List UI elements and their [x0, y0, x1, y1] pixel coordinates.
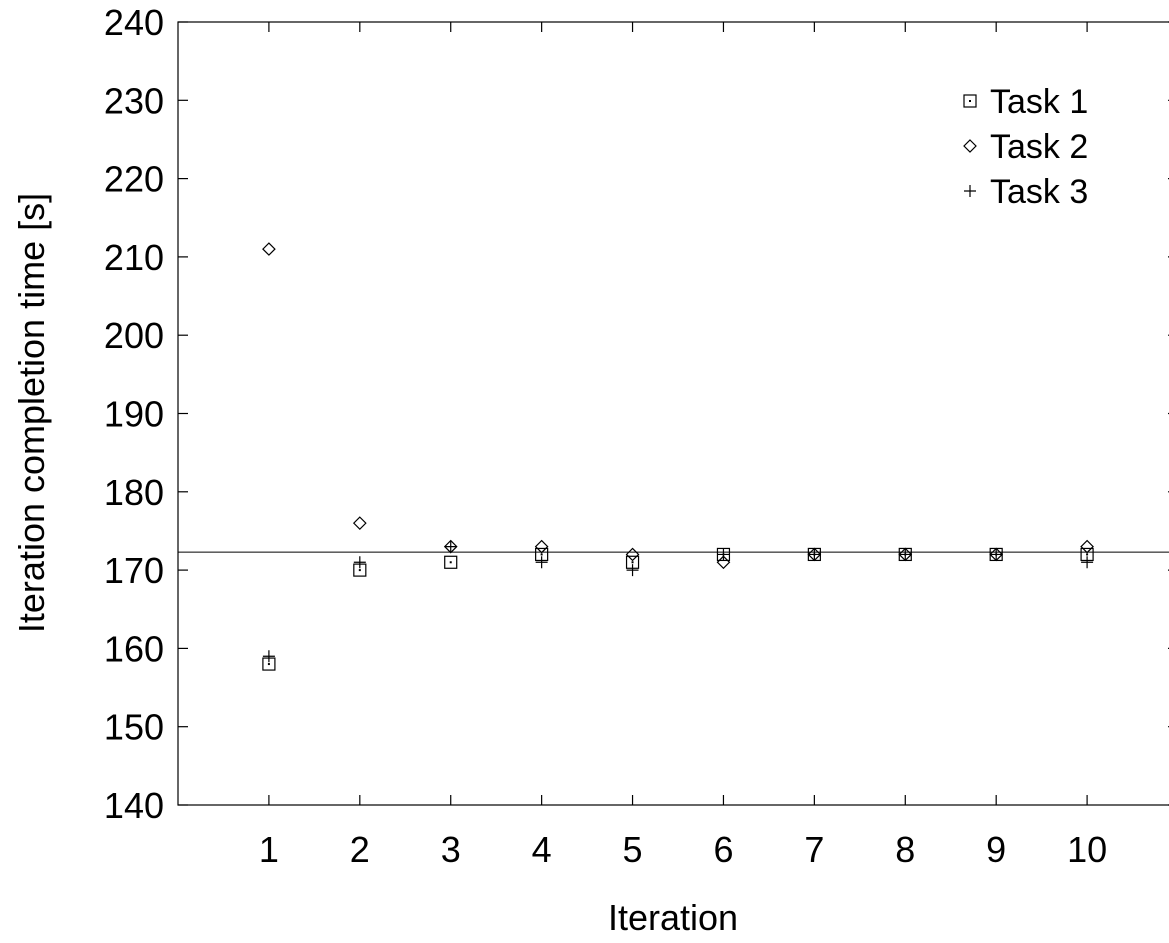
square-marker-dot	[631, 561, 634, 564]
data-point-task-2	[716, 555, 731, 570]
x-tick-label: 1	[259, 829, 279, 870]
ticks-layer: 140 150 160 170 180 190 200 210 220 230 240 1 2 3 4 5 6 7…	[104, 2, 1169, 870]
legend-marker-task-3	[964, 185, 976, 197]
data-point-task-3	[535, 556, 548, 569]
legend-label-task-2: Task 2	[990, 128, 1088, 166]
square-marker-dot	[1086, 553, 1089, 556]
y-tick-label: 200	[104, 315, 164, 356]
data-point-task-2	[262, 242, 276, 256]
legend-marker-task-2	[963, 139, 977, 153]
data-point-task-2	[534, 539, 549, 554]
data-point-task-2	[352, 516, 367, 530]
square-marker	[963, 94, 977, 108]
data-point-task-3	[899, 548, 912, 561]
data-point-task-3	[990, 548, 1003, 561]
square-marker-dot	[358, 569, 361, 572]
data-point-task-3	[808, 548, 821, 561]
data-point-task-3	[444, 540, 457, 553]
data-point-task-3	[262, 650, 275, 663]
y-tick-label: 150	[104, 707, 164, 748]
square-marker-dot	[449, 561, 452, 564]
x-axis-title: Iteration	[608, 897, 738, 938]
legend-marker-task-1	[963, 94, 977, 108]
x-tick-label: 8	[895, 829, 915, 870]
data-point-task-3	[1081, 556, 1094, 569]
y-tick-label: 220	[104, 159, 164, 200]
x-tick-label: 9	[986, 829, 1006, 870]
x-tick-label: 5	[623, 829, 643, 870]
plot-frame	[177, 21, 1169, 806]
data-point-task-3	[353, 556, 366, 569]
x-tick-label: 3	[441, 829, 461, 870]
y-tick-label: 240	[104, 2, 164, 43]
x-tick-label: 10	[1067, 829, 1107, 870]
y-tick-label: 170	[104, 550, 164, 591]
y-axis-title: Iteration completion time [s]	[11, 193, 52, 633]
data-point-task-2	[1080, 539, 1094, 554]
square-marker-dot	[267, 663, 270, 666]
y-tick-label: 180	[104, 472, 164, 513]
data-point-task-2	[625, 547, 640, 562]
square-marker-dot	[969, 100, 971, 102]
y-tick-label: 190	[104, 394, 164, 435]
y-tick-label: 230	[104, 80, 164, 121]
data-point-task-1	[444, 555, 458, 569]
x-tick-label: 2	[350, 829, 370, 870]
data-point-task-3	[717, 548, 730, 561]
data-points-layer	[262, 242, 1094, 671]
y-tick-label: 160	[104, 628, 164, 669]
square-marker	[444, 555, 458, 569]
x-tick-label: 7	[804, 829, 824, 870]
y-tick-label: 210	[104, 237, 164, 278]
y-tick-label: 140	[104, 785, 164, 826]
legend-label-task-3: Task 3	[990, 173, 1088, 211]
legend: Task 1 Task 2 Task 3	[963, 83, 1088, 211]
square-marker-dot	[540, 553, 543, 556]
data-point-task-3	[626, 564, 639, 577]
x-tick-label: 4	[532, 829, 552, 870]
legend-label-task-1: Task 1	[990, 83, 1088, 121]
x-tick-label: 6	[713, 829, 733, 870]
